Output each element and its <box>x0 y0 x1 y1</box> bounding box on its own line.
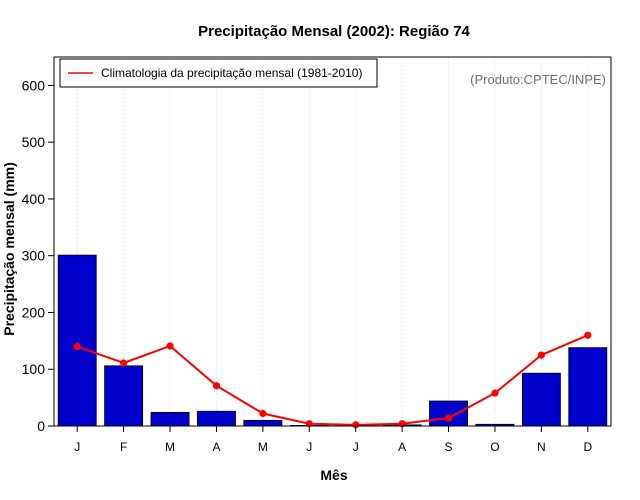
x-tick-label: J <box>306 440 312 454</box>
climatology-point-4 <box>212 382 221 390</box>
x-tick-label: A <box>398 440 406 454</box>
y-tick-label: 600 <box>22 77 46 93</box>
x-tick-label: A <box>212 440 220 454</box>
y-tick-label: 500 <box>22 134 46 150</box>
climatology-series <box>73 331 592 429</box>
x-tick-label: F <box>120 440 127 454</box>
x-tick-label: D <box>583 440 592 454</box>
bar-j-1 <box>57 254 97 427</box>
x-tick-label: S <box>445 440 453 454</box>
y-tick-label: 100 <box>22 361 46 377</box>
x-tick-label: M <box>165 440 175 454</box>
climatology-point-9 <box>444 414 453 422</box>
x-tick-label: J <box>74 440 80 454</box>
climatology-point-1 <box>73 342 81 351</box>
climatology-point-11 <box>537 351 545 359</box>
bar-m-5 <box>243 419 283 427</box>
climatology-point-7 <box>352 421 360 429</box>
climatology-point-10 <box>491 389 499 397</box>
climatology-point-3 <box>166 342 174 350</box>
y-tick-label: 0 <box>37 418 45 434</box>
bar-s-9 <box>429 400 468 427</box>
y-tick-label: 400 <box>22 191 46 207</box>
climatology-point-5 <box>259 409 267 418</box>
legend-box <box>59 58 378 88</box>
x-axis-label: Mês <box>320 467 347 483</box>
x-tick-label: M <box>258 440 268 454</box>
y-axis: 0 100 200 300 400 500 600 <box>22 77 54 434</box>
y-axis-label: Precipitação mensal (mm) <box>1 162 17 336</box>
bar-m-3 <box>150 411 190 427</box>
bar-d-12 <box>568 347 608 427</box>
legend-entry-climatology: Climatologia da precipitação mensal (198… <box>101 66 362 80</box>
x-tick-label: J <box>353 440 359 454</box>
climatology-point-12 <box>584 331 592 339</box>
climatology-point-2 <box>120 359 128 367</box>
climatology-line <box>76 334 589 426</box>
bar-n-11 <box>521 372 561 427</box>
x-tick-label: O <box>490 440 499 454</box>
bar-f-2 <box>104 365 144 427</box>
y-tick-label: 300 <box>22 248 46 264</box>
x-tick-label: N <box>537 440 546 454</box>
vertical-gridlines <box>76 57 589 426</box>
source-annotation: (Produto:CPTEC/INPE) <box>470 72 606 87</box>
chart-title: Precipitação Mensal (2002): Região 74 <box>198 23 470 40</box>
legend: Climatologia da precipitação mensal (198… <box>59 58 378 88</box>
bar-a-4 <box>197 410 236 427</box>
y-tick-label: 200 <box>22 304 46 320</box>
plot-area-frame <box>53 56 612 427</box>
